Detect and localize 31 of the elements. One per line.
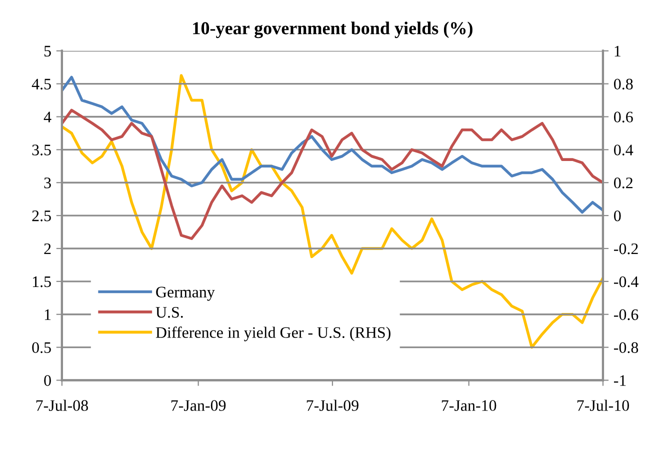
- y2-tick-label: 0.8: [614, 78, 633, 90]
- legend-label: U.S.: [156, 306, 183, 318]
- chart-title: 10-year government bond yields (%): [193, 22, 472, 38]
- y-tick-label: 0: [44, 375, 51, 386]
- y2-tick-label: -0.6: [614, 309, 638, 320]
- y2-tick-label: 0: [614, 210, 621, 222]
- y2-tick-label: 0.2: [614, 178, 632, 188]
- y-tick-label: 2: [44, 243, 51, 254]
- x-tick-label: 7-Jul-08: [36, 400, 88, 411]
- legend-label: Difference in yield Ger - U.S. (RHS): [156, 326, 390, 342]
- legend-label: Germany: [156, 286, 215, 301]
- y-tick-label: 1: [44, 309, 51, 320]
- y-tick-label: 5: [44, 46, 51, 57]
- x-tick-label: 7-Jul-09: [306, 400, 358, 411]
- y2-tick-label: -0.8: [614, 342, 638, 354]
- x-tick-label: 7-Jan-10: [442, 400, 496, 411]
- y2-tick-label: 1: [614, 46, 620, 56]
- y-tick-label: 4.5: [32, 78, 51, 90]
- y2-tick-label: 0.4: [614, 144, 634, 156]
- y-tick-label: 4: [44, 112, 52, 122]
- y2-tick-label: -0.2: [614, 243, 638, 254]
- y-tick-label: 2.5: [32, 210, 51, 222]
- y-tick-label: 3.5: [32, 144, 51, 156]
- y-tick-label: 1.5: [32, 276, 51, 288]
- y-tick-label: 0.5: [32, 342, 51, 354]
- y2-tick-label: 0.6: [614, 112, 633, 122]
- y2-tick-label: -1: [614, 375, 626, 386]
- x-tick-label: 7-Jul-10: [577, 400, 629, 411]
- y2-tick-label: -0.4: [614, 276, 638, 288]
- y-tick-label: 3: [44, 178, 51, 188]
- x-tick-label: 7-Jan-09: [171, 400, 226, 411]
